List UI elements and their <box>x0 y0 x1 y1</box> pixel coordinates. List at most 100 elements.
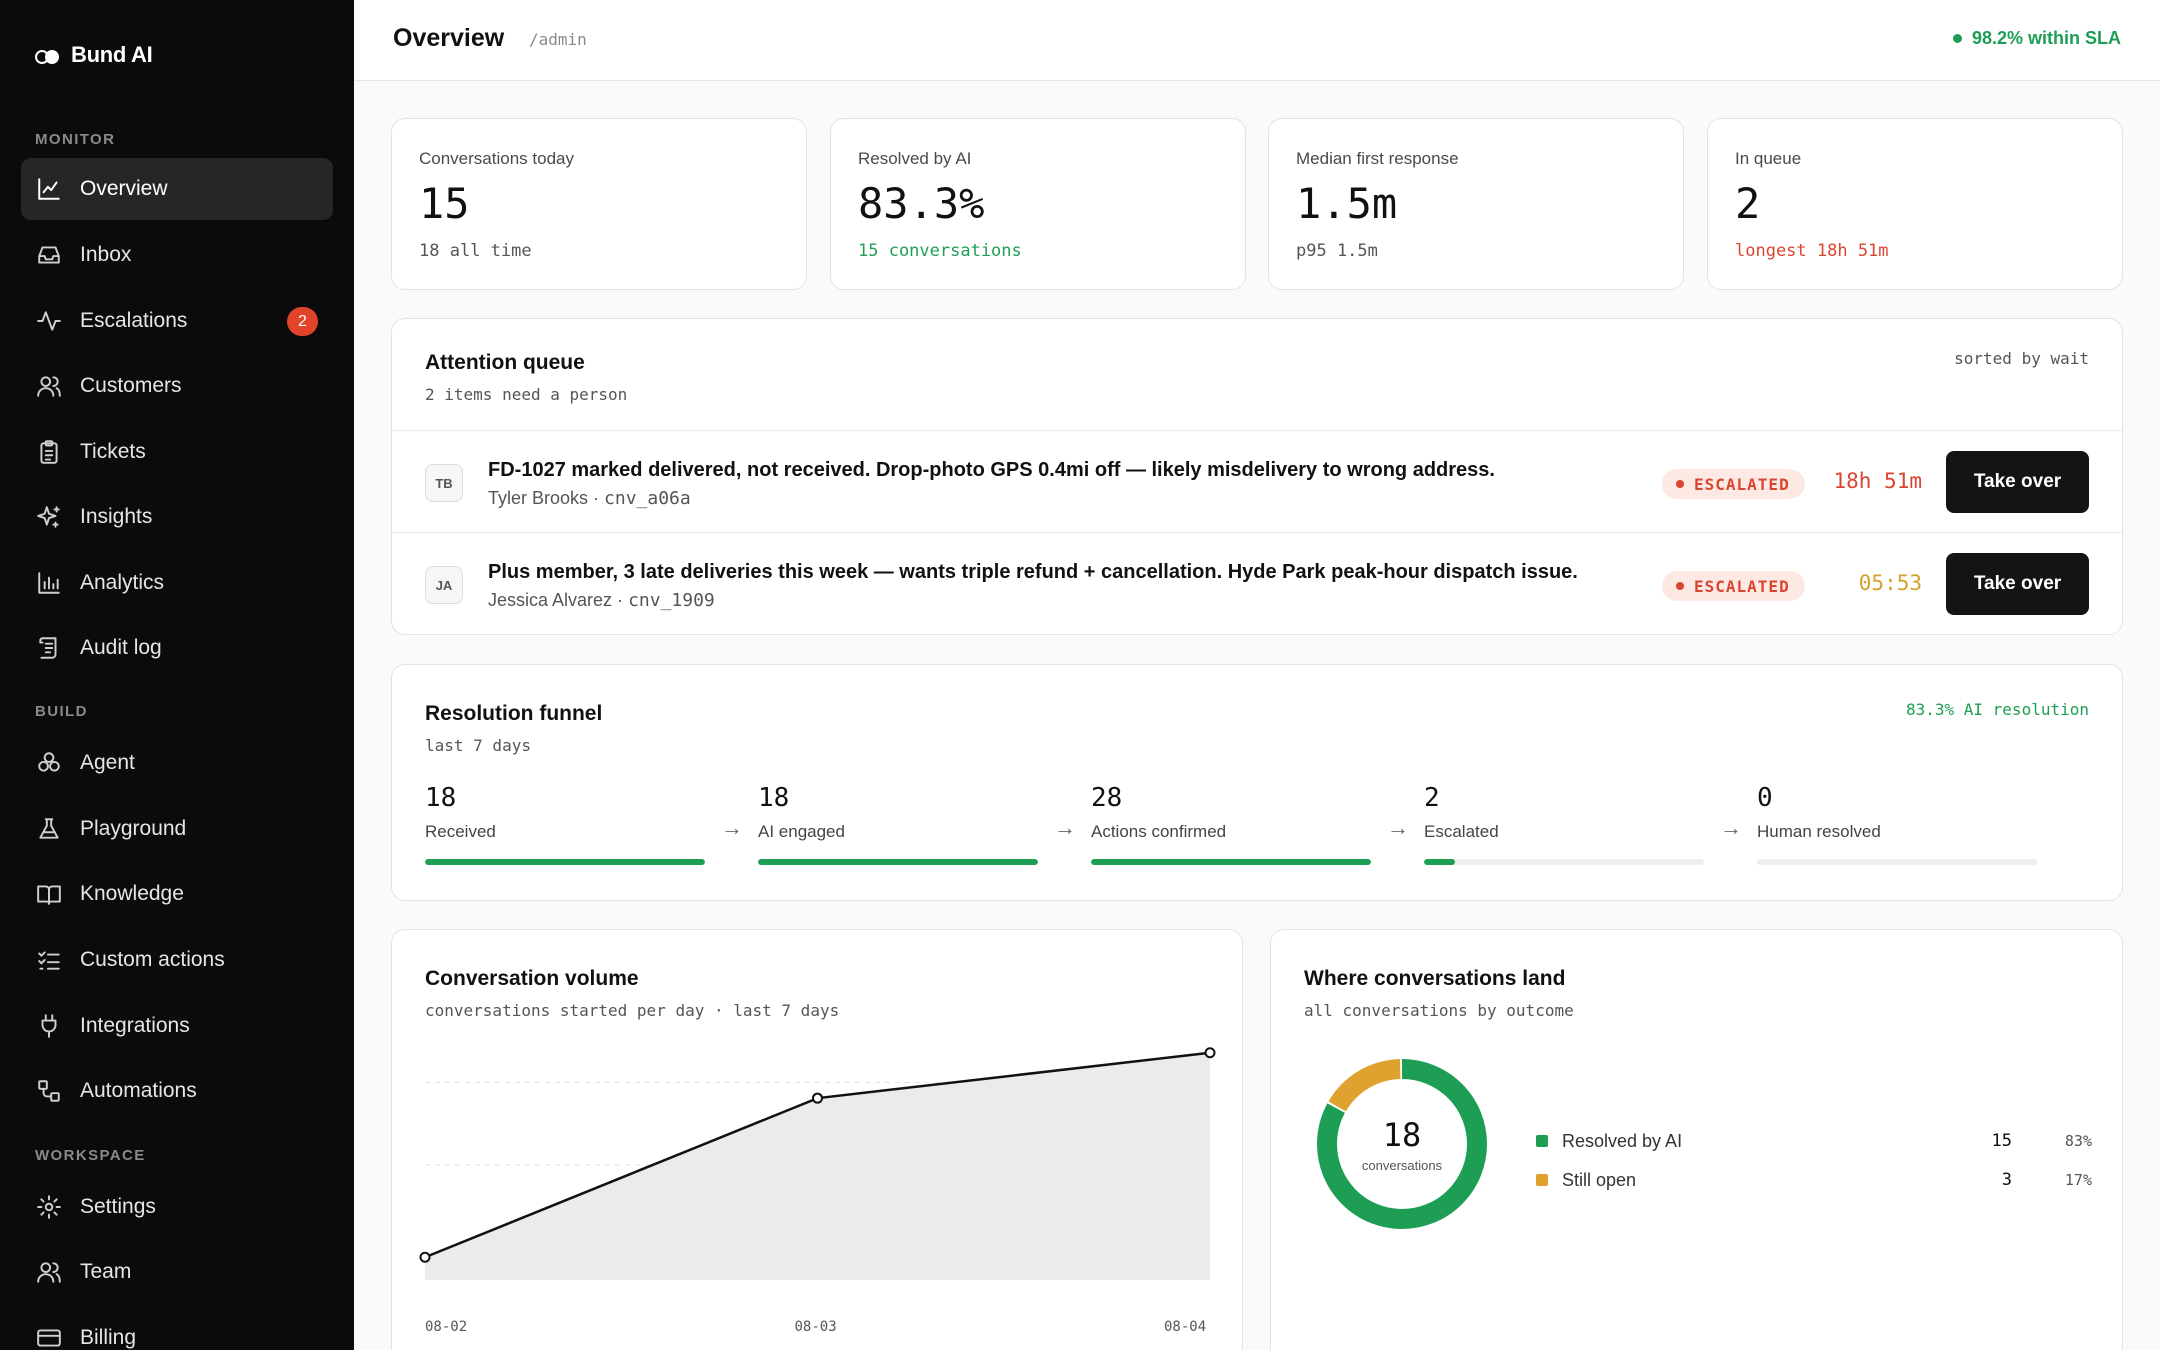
stat-label: In queue <box>1735 149 1802 168</box>
attention-queue-subtitle: 2 items need a person <box>425 385 628 404</box>
attention-queue-card: Attention queue 2 items need a person so… <box>391 318 2123 635</box>
legend-count: 15 <box>1991 1131 2012 1151</box>
legend-swatch <box>1536 1174 1548 1186</box>
sidebar-item-label: Settings <box>80 1195 156 1218</box>
queue-row[interactable]: TB FD-1027 marked delivered, not receive… <box>392 430 2122 532</box>
x-tick-label: 08-04 <box>1164 1319 1207 1335</box>
legend-percent: 83% <box>2064 1132 2092 1150</box>
workflow-icon <box>38 1080 60 1102</box>
bar-chart-icon <box>38 572 60 594</box>
sidebar-item-label: Agent <box>80 751 135 774</box>
sidebar-item-team[interactable]: Team <box>21 1241 333 1303</box>
scroll-icon <box>39 637 57 659</box>
sidebar-item-label: Escalations <box>80 309 188 332</box>
status-dot-icon <box>1676 582 1684 590</box>
stat-value: 1.5m <box>1296 179 1398 228</box>
volume-title: Conversation volume <box>425 967 639 990</box>
customer-name: Jessica Alvarez <box>488 590 613 610</box>
sidebar-item-label: Integrations <box>80 1014 190 1037</box>
stat-card-conversations-today: Conversations today 15 18 all time <box>391 118 807 290</box>
donut-center-label: conversations <box>1361 1157 1443 1173</box>
flask-icon <box>39 818 59 839</box>
sidebar-item-billing[interactable]: Billing <box>21 1307 333 1350</box>
sidebar-item-label: Customers <box>80 374 182 397</box>
wait-time: 18h 51m <box>1833 469 1922 493</box>
sidebar-item-integrations[interactable]: Integrations <box>21 995 333 1057</box>
volume-point[interactable] <box>419 1251 431 1263</box>
page-title: Overview <box>393 24 505 52</box>
topbar: Overview /admin 98.2% within SLA <box>354 0 2160 81</box>
queue-item-meta: Jessica Alvarez · cnv_1909 <box>488 590 715 611</box>
stage-bar-fill <box>758 859 1038 865</box>
section-label-build: BUILD <box>35 703 88 720</box>
credit-card-icon <box>37 1329 61 1347</box>
stat-label: Resolved by AI <box>858 149 972 168</box>
sidebar-item-agent[interactable]: Agent <box>21 732 333 794</box>
stage-bar <box>1091 859 1371 865</box>
escalations-count-badge: 2 <box>287 307 318 336</box>
sidebar-item-analytics[interactable]: Analytics <box>21 552 333 614</box>
brand[interactable]: Bund AI <box>35 40 153 70</box>
legend-label: Resolved by AI <box>1562 1130 1683 1151</box>
sidebar-item-label: Custom actions <box>80 948 225 971</box>
gear-icon <box>37 1195 61 1219</box>
stage-bar <box>758 859 1038 865</box>
stat-label: Conversations today <box>419 149 574 168</box>
donut-center-value: 18 <box>1382 1115 1422 1154</box>
volume-subtitle: conversations started per day · last 7 d… <box>425 1001 840 1020</box>
funnel-title: Resolution funnel <box>425 702 603 725</box>
list-checks-icon <box>38 951 60 970</box>
legend-item: Still open 3 17% <box>1536 1165 2092 1195</box>
volume-point[interactable] <box>1204 1047 1216 1059</box>
stage-value: 18 <box>758 783 790 813</box>
queue-item-title: FD-1027 marked delivered, not received. … <box>488 459 1495 481</box>
stage-label: AI engaged <box>758 822 845 841</box>
activity-icon <box>37 311 61 331</box>
sidebar-item-playground[interactable]: Playground <box>21 798 333 860</box>
resolution-funnel-card: Resolution funnel last 7 days 83.3% AI r… <box>391 664 2123 901</box>
conversation-id: cnv_1909 <box>628 590 715 611</box>
queue-item-meta: Tyler Brooks · cnv_a06a <box>488 488 691 509</box>
stage-bar-fill <box>425 859 705 865</box>
sidebar: Bund AI MONITOR Overview Inbox Escalatio… <box>0 0 354 1350</box>
sidebar-item-label: Knowledge <box>80 882 184 905</box>
logo-icon <box>35 48 59 64</box>
sidebar-item-knowledge[interactable]: Knowledge <box>21 863 333 925</box>
stage-bar <box>425 859 705 865</box>
queue-row[interactable]: JA Plus member, 3 late deliveries this w… <box>392 532 2122 634</box>
sidebar-item-inbox[interactable]: Inbox <box>21 224 333 286</box>
sidebar-item-tickets[interactable]: Tickets <box>21 421 333 483</box>
conversation-volume-card: Conversation volume conversations starte… <box>391 929 1243 1350</box>
attention-queue-title: Attention queue <box>425 351 585 374</box>
stat-sub: 15 conversations <box>858 241 1022 261</box>
funnel-resolution-note: 83.3% AI resolution <box>1905 700 2089 719</box>
sidebar-item-audit-log[interactable]: Audit log <box>21 617 333 679</box>
sidebar-item-label: Automations <box>80 1079 197 1102</box>
volume-point[interactable] <box>812 1092 823 1104</box>
sidebar-item-label: Playground <box>80 817 187 840</box>
take-over-button[interactable]: Take over <box>1946 553 2089 615</box>
funnel-arrow-icon: → <box>1387 815 1409 840</box>
sidebar-item-custom-actions[interactable]: Custom actions <box>21 929 333 991</box>
sidebar-item-automations[interactable]: Automations <box>21 1060 333 1122</box>
stat-value: 83.3% <box>858 179 985 228</box>
sidebar-item-label: Team <box>80 1260 132 1283</box>
stat-card-median-first-response: Median first response 1.5m p95 1.5m <box>1268 118 1684 290</box>
stat-value: 2 <box>1735 179 1761 228</box>
sidebar-item-escalations[interactable]: Escalations 2 <box>21 290 333 352</box>
avatar: TB <box>425 464 463 502</box>
funnel-arrow-icon: → <box>1054 815 1076 840</box>
status-dot-icon <box>1952 34 1962 43</box>
sidebar-item-overview[interactable]: Overview <box>21 158 333 220</box>
breadcrumb: /admin <box>529 30 587 49</box>
sidebar-item-customers[interactable]: Customers <box>21 355 333 417</box>
take-over-button[interactable]: Take over <box>1946 451 2089 513</box>
legend-percent: 17% <box>2064 1171 2092 1189</box>
stat-label: Median first response <box>1296 149 1459 168</box>
sidebar-item-insights[interactable]: Insights <box>21 486 333 548</box>
stage-bar-fill <box>1424 859 1456 865</box>
sidebar-item-settings[interactable]: Settings <box>21 1176 333 1238</box>
clipboard-icon <box>40 440 58 464</box>
donut-slice[interactable] <box>1317 1059 1487 1229</box>
sidebar-item-label: Audit log <box>80 636 162 659</box>
